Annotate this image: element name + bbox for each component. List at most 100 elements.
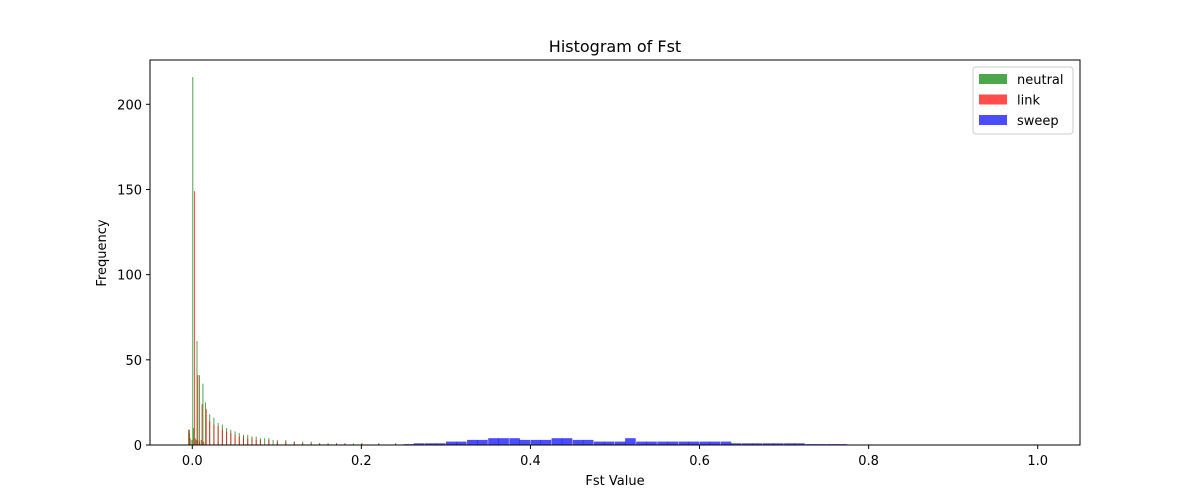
link-bar [285,441,287,445]
y-tick-label: 50 [125,354,142,369]
sweep-bar [456,441,467,445]
sweep-bar [784,443,795,445]
sweep-bar [445,441,457,445]
legend-label-neutral: neutral [1017,73,1064,88]
neutral-bar [196,341,198,445]
link-bar [310,443,312,445]
link-bar [395,443,397,445]
link-bar [251,438,253,445]
sweep-bar [751,443,763,445]
link-bar [268,439,270,445]
sweep-bar [477,439,488,445]
link-bar [378,443,380,445]
sweep-bar [498,438,509,445]
link-bar [238,436,240,445]
link-bar [344,443,346,445]
neutral-bar [193,427,195,445]
link-bar [234,434,236,445]
neutral-bar [194,438,196,445]
neutral-bar [264,438,266,445]
sweep-bar [424,443,436,445]
sweep-bar [561,438,573,445]
plot-frame [149,59,1081,446]
x-axis-label: Fst Value [585,474,644,489]
sweep-bar [720,441,732,445]
x-tick-label: 0.2 [351,454,372,469]
link-bar [319,443,321,445]
sweep-bar [540,439,552,445]
sweep-bar [582,439,594,445]
link-bar [213,424,215,445]
neutral-bar [352,443,354,445]
neutral-bar [189,438,191,445]
link-bar [255,439,257,445]
sweep-bar [730,443,742,445]
legend: neutral link sweep [972,66,1074,135]
sweep-bar [709,441,721,445]
sweep-bar [741,443,753,445]
neutral-bar [192,77,194,445]
series-sweep [403,438,848,445]
y-tick-label: 0 [134,439,142,454]
sweep-bar [551,438,563,445]
neutral-bar [310,441,312,445]
y-axis-label: Frequency [95,219,110,286]
legend-label-link: link [1017,94,1040,109]
link-bar [199,441,201,445]
neutral-bar [200,439,202,445]
x-tick-label: 0.8 [858,454,879,469]
link-bar [197,375,199,445]
sweep-bar [604,441,615,445]
link-bar [195,439,197,445]
neutral-bar [202,383,204,445]
link-bar [276,441,278,445]
y-tick-label: 150 [117,183,142,198]
link-bar [203,441,205,445]
link-bar [247,438,249,445]
sweep-bar [593,441,605,445]
sweep-bar [794,443,805,445]
link-bar [293,441,295,445]
series-link [188,191,397,445]
neutral-bar [302,441,304,445]
neutral-bar [204,402,206,445]
legend-swatch-link [979,94,1007,105]
link-bar [191,439,193,445]
x-tick-label: 0.4 [520,454,541,469]
sweep-bar [636,441,647,445]
sweep-bar [519,439,531,445]
neutral-bar [199,375,201,445]
link-bar [302,443,304,445]
link-bar [193,191,195,445]
link-bar [201,404,203,445]
sweep-bar [646,441,657,445]
sweep-bar [678,441,689,445]
legend-label-sweep: sweep [1017,114,1059,129]
link-bar [209,421,211,445]
legend-swatch-neutral [979,74,1007,84]
bars-layer [188,77,848,445]
sweep-bar [625,438,636,445]
x-tick-label: 0.0 [182,454,203,469]
sweep-bar [688,441,700,445]
link-bar [243,436,245,445]
link-bar [336,443,338,445]
sweep-bar [509,438,520,445]
legend-items: neutral link sweep [979,73,1064,129]
sweep-bar [667,441,678,445]
link-bar [221,429,223,445]
link-bar [205,409,207,445]
sweep-bar [488,438,499,445]
y-axis: 0 50 100 150 200 [117,98,150,454]
sweep-bar [762,443,774,445]
sweep-bar [413,443,425,445]
chart-title: Histogram of Fst [549,37,681,56]
sweep-bar [467,439,478,445]
link-bar [217,426,219,445]
legend-swatch-sweep [979,115,1007,125]
link-bar [327,443,329,445]
sweep-bar [434,443,446,445]
sweep-bar [530,439,542,445]
neutral-bar [188,429,190,445]
sweep-bar [657,441,668,445]
